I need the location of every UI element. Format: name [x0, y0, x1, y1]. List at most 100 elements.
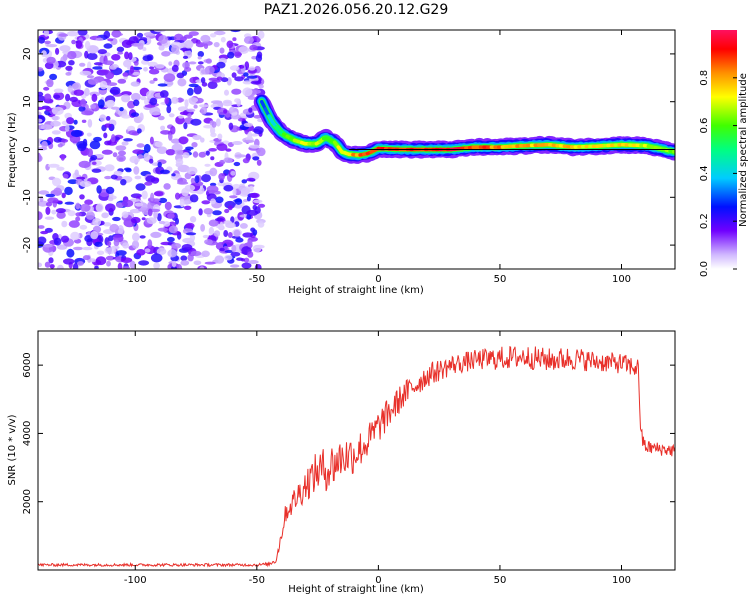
noise-speckle	[144, 248, 151, 253]
noise-speckle	[248, 185, 254, 193]
noise-speckle	[76, 176, 86, 180]
noise-speckle	[143, 67, 148, 72]
noise-speckle	[129, 260, 136, 269]
noise-speckle	[66, 248, 75, 258]
noise-speckle	[133, 166, 140, 175]
noise-speckle	[149, 66, 155, 70]
noise-speckle	[185, 146, 194, 150]
noise-speckle	[97, 49, 108, 55]
x-tick-label: -100	[124, 575, 147, 586]
noise-speckle	[120, 179, 127, 186]
noise-speckle	[248, 66, 256, 71]
noise-speckle	[38, 225, 45, 229]
noise-speckle	[109, 223, 119, 233]
noise-speckle	[125, 168, 132, 173]
noise-speckle	[179, 198, 185, 208]
noise-speckle	[96, 185, 102, 194]
noise-speckle	[53, 237, 62, 246]
noise-speckle	[130, 216, 141, 224]
noise-speckle	[185, 222, 195, 229]
noise-speckle	[87, 78, 99, 85]
noise-speckle	[243, 36, 254, 44]
noise-speckle	[183, 34, 193, 39]
noise-speckle	[85, 211, 95, 220]
noise-speckle	[209, 33, 217, 38]
colorbar-tick-label: 0.4	[699, 165, 710, 181]
noise-speckle	[254, 264, 262, 269]
noise-speckle	[112, 216, 121, 222]
noise-speckle	[238, 46, 249, 54]
noise-speckle	[252, 199, 263, 204]
noise-speckle	[40, 230, 49, 235]
noise-speckle	[82, 246, 93, 251]
noise-speckle	[216, 61, 226, 69]
noise-speckle	[107, 197, 114, 202]
noise-speckle	[168, 61, 173, 66]
noise-speckle	[149, 97, 158, 106]
noise-speckle	[38, 190, 50, 195]
noise-speckle	[38, 118, 43, 123]
noise-speckle	[247, 251, 254, 258]
x-tick-label: -50	[249, 274, 265, 285]
noise-speckle	[243, 72, 249, 77]
noise-speckle	[71, 39, 76, 45]
noise-speckle	[53, 94, 61, 99]
noise-speckle	[56, 244, 68, 250]
noise-speckle	[160, 130, 171, 135]
noise-speckle	[109, 64, 117, 70]
noise-speckle	[117, 78, 127, 84]
noise-speckle	[70, 129, 83, 138]
noise-speckle	[79, 62, 86, 67]
noise-speckle	[167, 249, 178, 258]
noise-speckle	[74, 169, 79, 177]
y-tick-label: 0	[22, 146, 33, 152]
noise-speckle	[115, 250, 127, 256]
noise-speckle	[198, 151, 206, 158]
noise-speckle	[178, 115, 184, 119]
noise-speckle	[121, 39, 133, 48]
noise-speckle	[68, 220, 80, 228]
y-tick-label: 10	[22, 95, 33, 108]
noise-speckle	[156, 146, 168, 154]
noise-speckle	[66, 31, 79, 37]
noise-speckle	[197, 56, 202, 60]
noise-speckle	[216, 143, 228, 151]
noise-speckle	[142, 55, 153, 62]
noise-speckle	[122, 242, 130, 249]
noise-speckle	[79, 194, 85, 200]
noise-speckle	[214, 255, 225, 264]
noise-speckle	[137, 154, 144, 160]
noise-speckle	[104, 123, 112, 128]
noise-speckle	[86, 132, 92, 137]
noise-speckle	[225, 148, 232, 152]
colorbar-tick-label: 0.0	[699, 261, 710, 277]
noise-speckle	[44, 261, 51, 268]
noise-speckle	[233, 229, 241, 237]
noise-speckle	[149, 158, 154, 164]
noise-speckle	[95, 256, 107, 266]
noise-speckle	[52, 177, 62, 187]
noise-speckle	[77, 261, 84, 266]
noise-speckle	[220, 36, 226, 43]
noise-speckle	[227, 205, 233, 211]
noise-speckle	[131, 92, 141, 102]
noise-speckle	[175, 192, 180, 200]
noise-speckle	[92, 66, 103, 70]
noise-speckle	[229, 195, 238, 199]
noise-speckle	[131, 208, 139, 213]
noise-speckle	[56, 211, 66, 219]
noise-speckle	[84, 40, 91, 50]
noise-speckle	[202, 234, 209, 239]
noise-speckle	[38, 91, 44, 97]
noise-speckle	[176, 264, 183, 269]
x-tick-label: -50	[249, 575, 265, 586]
noise-speckle	[43, 86, 50, 91]
noise-speckle	[153, 191, 164, 197]
spectrogram-y-ticks: -20 -10 0 10 20	[22, 48, 675, 253]
noise-speckle	[101, 149, 113, 155]
colorbar-tick-label: 0.6	[699, 118, 710, 134]
noise-speckle	[171, 242, 182, 249]
noise-speckle	[53, 187, 62, 196]
noise-speckle	[167, 213, 175, 219]
noise-speckle	[135, 183, 146, 191]
